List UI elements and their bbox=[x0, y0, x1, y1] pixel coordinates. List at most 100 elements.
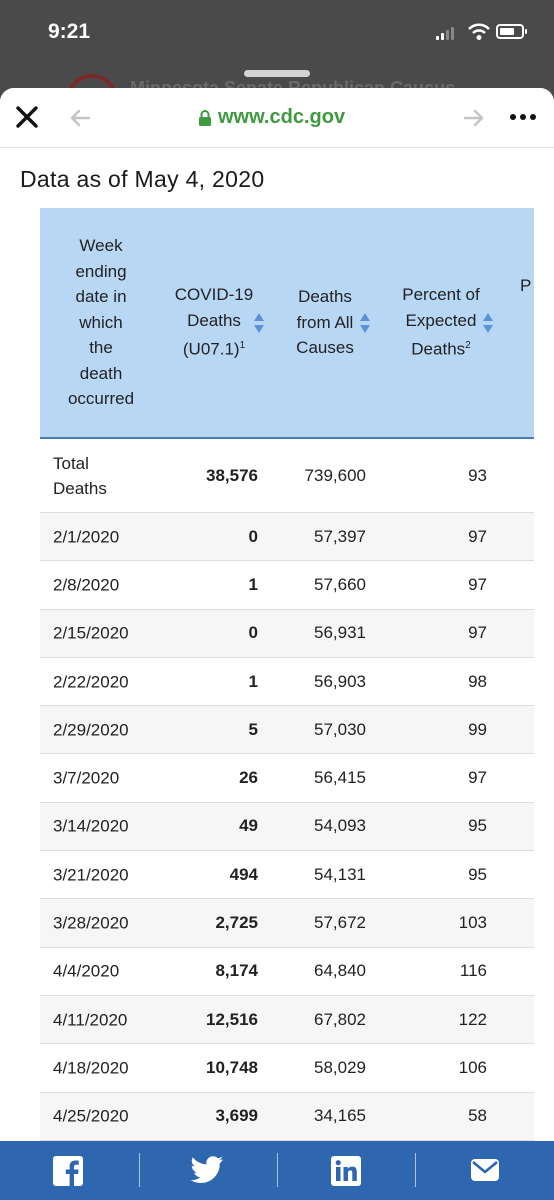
cellular-signal-icon bbox=[436, 26, 454, 40]
battery-icon bbox=[496, 24, 527, 39]
cell-percent-expected: 122 bbox=[458, 1009, 487, 1029]
cell-covid-deaths: 12,516 bbox=[206, 1009, 258, 1029]
cell-covid-deaths: 0 bbox=[248, 623, 258, 643]
deaths-table: Week ending date in which the death occu… bbox=[40, 208, 534, 1141]
table-row: 2/1/2020 0 57,397 97 bbox=[40, 513, 534, 562]
cell-week: 2/22/2020 bbox=[53, 672, 129, 692]
cell-week: Total Deaths bbox=[53, 453, 107, 498]
table-body: Total Deaths 38,576 739,600 93 2/1/2020 … bbox=[40, 439, 534, 1141]
cell-week: 2/15/2020 bbox=[53, 623, 129, 643]
url-display[interactable]: www.cdc.gov bbox=[198, 106, 345, 129]
linkedin-icon[interactable] bbox=[330, 1155, 362, 1187]
cell-percent-expected: 116 bbox=[459, 961, 487, 981]
share-divider bbox=[415, 1153, 416, 1187]
more-options-icon[interactable] bbox=[510, 114, 536, 120]
cell-week: 3/14/2020 bbox=[53, 816, 129, 836]
url-text: www.cdc.gov bbox=[218, 106, 346, 128]
cell-covid-deaths: 5 bbox=[248, 719, 258, 739]
cell-week: 4/18/2020 bbox=[53, 1058, 129, 1078]
cell-percent-expected: 93 bbox=[468, 465, 487, 485]
cell-week: 4/25/2020 bbox=[53, 1106, 129, 1126]
facebook-icon[interactable] bbox=[52, 1155, 84, 1187]
cell-covid-deaths: 3,699 bbox=[215, 1106, 258, 1126]
cell-all-causes: 57,660 bbox=[314, 574, 366, 594]
cell-week: 2/29/2020 bbox=[53, 720, 129, 740]
cell-covid-deaths: 2,725 bbox=[215, 913, 258, 933]
twitter-icon[interactable] bbox=[190, 1155, 224, 1185]
cell-all-causes: 67,802 bbox=[314, 1009, 366, 1029]
table-row: 2/8/2020 1 57,660 97 bbox=[40, 561, 534, 610]
cell-percent-expected: 103 bbox=[458, 913, 487, 933]
cell-all-causes: 34,165 bbox=[314, 1106, 366, 1126]
cell-covid-deaths: 26 bbox=[239, 768, 258, 788]
forward-arrow-icon[interactable] bbox=[462, 106, 486, 130]
cell-covid-deaths: 38,576 bbox=[206, 465, 258, 485]
cell-percent-expected: 95 bbox=[468, 816, 487, 836]
table-row: 3/28/2020 2,725 57,672 103 bbox=[40, 899, 534, 948]
browser-toolbar: www.cdc.gov bbox=[0, 88, 554, 148]
cell-percent-expected: 97 bbox=[468, 768, 487, 788]
cell-percent-expected: 97 bbox=[468, 574, 487, 594]
status-time: 9:21 bbox=[48, 20, 91, 43]
wifi-icon bbox=[468, 23, 490, 40]
cell-percent-expected: 99 bbox=[468, 719, 487, 739]
cell-covid-deaths: 0 bbox=[248, 526, 258, 546]
table-row: 2/15/2020 0 56,931 97 bbox=[40, 609, 534, 658]
table-row: 3/7/2020 26 56,415 97 bbox=[40, 754, 534, 803]
table-row: 4/18/2020 10,748 58,029 106 bbox=[40, 1044, 534, 1093]
cell-week: 2/1/2020 bbox=[53, 527, 120, 547]
cell-all-causes: 57,030 bbox=[314, 719, 366, 739]
sort-arrows-icon[interactable] bbox=[253, 312, 265, 334]
cell-all-causes: 739,600 bbox=[304, 465, 366, 485]
column-header-percent-expected[interactable]: Percent of Expected Deaths2 bbox=[402, 285, 480, 360]
cell-week: 3/28/2020 bbox=[53, 913, 129, 933]
sort-arrows-icon[interactable] bbox=[482, 312, 494, 334]
email-icon[interactable] bbox=[470, 1157, 500, 1183]
table-row: 4/11/2020 12,516 67,802 122 bbox=[40, 995, 534, 1045]
share-bar bbox=[0, 1141, 554, 1200]
cell-all-causes: 56,903 bbox=[314, 671, 366, 691]
cell-percent-expected: 58 bbox=[468, 1106, 487, 1126]
cell-percent-expected: 95 bbox=[468, 864, 487, 884]
cell-covid-deaths: 10,748 bbox=[206, 1057, 258, 1077]
cell-all-causes: 56,415 bbox=[314, 768, 366, 788]
cell-covid-deaths: 494 bbox=[229, 864, 258, 884]
close-icon[interactable] bbox=[14, 104, 40, 130]
cell-all-causes: 54,093 bbox=[314, 816, 366, 836]
cell-week: 3/21/2020 bbox=[53, 865, 129, 885]
cell-week: 2/8/2020 bbox=[53, 575, 120, 595]
table-row: 2/22/2020 1 56,903 98 bbox=[40, 658, 534, 707]
cell-all-causes: 57,672 bbox=[314, 913, 366, 933]
column-header-week[interactable]: Week ending date in which the death occu… bbox=[67, 236, 135, 409]
table-row-total: Total Deaths 38,576 739,600 93 bbox=[40, 439, 534, 513]
table-row: 4/4/2020 8,174 64,840 116 bbox=[40, 948, 534, 996]
table-row: 3/14/2020 49 54,093 95 bbox=[40, 802, 534, 852]
cell-percent-expected: 106 bbox=[458, 1057, 487, 1077]
cell-covid-deaths: 1 bbox=[248, 574, 258, 594]
cell-week: 4/4/2020 bbox=[53, 961, 120, 981]
column-header-covid[interactable]: COVID-19 Deaths (U07.1)1 bbox=[174, 285, 254, 360]
cell-percent-expected: 97 bbox=[468, 526, 487, 546]
cell-covid-deaths: 1 bbox=[248, 671, 258, 691]
cell-week: 3/7/2020 bbox=[53, 768, 120, 788]
table-header: Week ending date in which the death occu… bbox=[40, 208, 534, 439]
back-arrow-icon[interactable] bbox=[68, 106, 92, 130]
cell-all-causes: 56,931 bbox=[314, 623, 366, 643]
cell-percent-expected: 97 bbox=[468, 623, 487, 643]
share-divider bbox=[139, 1153, 140, 1187]
column-header-partial[interactable]: P bbox=[520, 276, 532, 295]
cell-covid-deaths: 49 bbox=[239, 816, 258, 836]
cell-covid-deaths: 8,174 bbox=[215, 961, 258, 981]
cell-percent-expected: 98 bbox=[468, 671, 487, 691]
cell-week: 4/11/2020 bbox=[53, 1010, 128, 1030]
share-divider bbox=[277, 1153, 278, 1187]
column-header-all-causes[interactable]: Deaths from All Causes bbox=[296, 287, 354, 358]
page-heading: Data as of May 4, 2020 bbox=[20, 166, 265, 192]
sort-arrows-icon[interactable] bbox=[359, 312, 371, 334]
browser-sheet: www.cdc.gov Data as of May 4, 2020 Week … bbox=[0, 88, 554, 1200]
cell-all-causes: 54,131 bbox=[314, 864, 366, 884]
cell-all-causes: 57,397 bbox=[314, 526, 366, 546]
cell-all-causes: 58,029 bbox=[314, 1057, 366, 1077]
sheet-grabber-handle[interactable] bbox=[244, 70, 310, 77]
table-row: 3/21/2020 494 54,131 95 bbox=[40, 851, 534, 900]
